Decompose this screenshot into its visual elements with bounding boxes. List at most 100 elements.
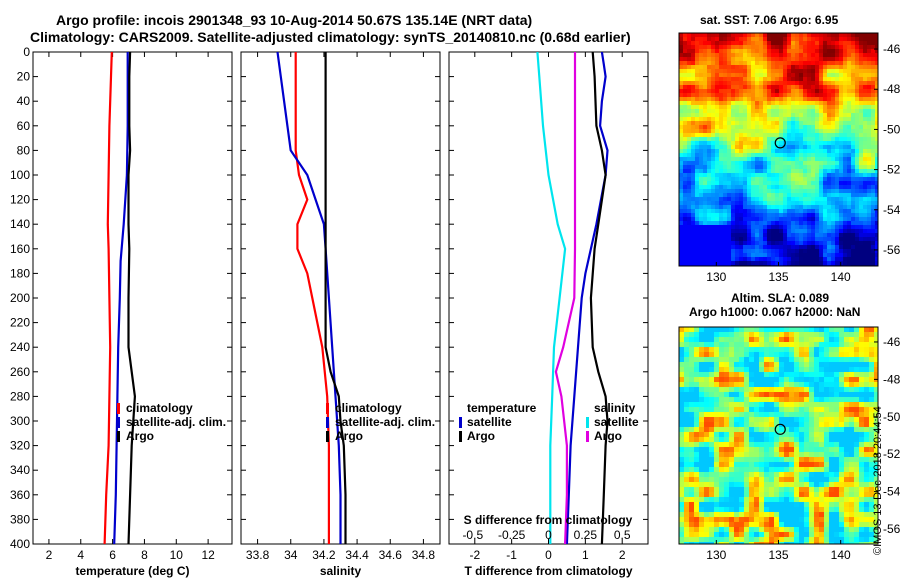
legend-title-temperature: temperature (467, 401, 537, 415)
y-tick-label: -54 (883, 203, 900, 217)
y-tick-label: 140 (10, 217, 30, 231)
sla-map-title-line2: Argo h1000: 0.067 h2000: NaN (689, 305, 861, 319)
x-tick-label: 140 (831, 270, 851, 284)
x-tick-label: 6 (109, 548, 116, 562)
temperature-panel: 0 20 40 60 80 100 120 140 160 180 200 220 240 260 280 3… (10, 45, 233, 578)
x-tick-label: 34.8 (412, 548, 436, 562)
legend-swatch (459, 431, 462, 442)
difference-panel: -2 -1 0 1 2 T difference from climatology temp… (448, 51, 649, 578)
x-axis-label: salinity (320, 564, 362, 578)
series-argo (127, 52, 137, 544)
x-tick-label: 34.6 (379, 548, 403, 562)
y-tick-label: 200 (10, 291, 30, 305)
top-tick-label: 0.25 (574, 528, 598, 542)
x-tick-label: 135 (768, 548, 788, 562)
y-tick-label: 220 (10, 316, 30, 330)
x-tick-label: 12 (201, 548, 215, 562)
y-tick-label: 0 (23, 45, 30, 59)
legend-swatch (117, 403, 120, 414)
y-tick-label: -46 (883, 42, 900, 56)
legend-label: climatology (126, 401, 193, 415)
legend-swatch (326, 403, 329, 414)
y-tick-label: 100 (10, 168, 30, 182)
imos-timestamp: ©IMOS 13-Dec-2018 20:44:54 (872, 406, 884, 555)
series-s-argo (554, 52, 577, 544)
series-satellite-adj-clim- (113, 52, 129, 544)
top-tick-label: 0.5 (614, 528, 631, 542)
argo-location-marker (774, 423, 786, 435)
top-axis-label: S difference from climatology (464, 513, 633, 527)
x-axis-label: T difference from climatology (464, 564, 632, 578)
x-axis-label: temperature (deg C) (75, 564, 189, 578)
y-tick-label: 260 (10, 365, 30, 379)
map-cells (679, 327, 878, 544)
y-tick-label: 60 (17, 119, 31, 133)
y-tick-label: -46 (883, 335, 900, 349)
x-tick-label: 4 (77, 548, 84, 562)
series-s-satellite (536, 52, 567, 544)
y-tick-label: -52 (883, 447, 900, 461)
y-tick-label: -48 (883, 82, 900, 96)
top-tick-label: -0.5 (462, 528, 483, 542)
top-tick-label: 0 (545, 528, 552, 542)
legend-label: Argo (594, 429, 622, 443)
x-tick-label: 10 (170, 548, 184, 562)
legend-swatch (326, 417, 329, 428)
x-tick-label: 33.8 (246, 548, 270, 562)
y-tick-label: 20 (17, 70, 31, 84)
x-tick-label: 135 (768, 270, 788, 284)
y-tick-label: 40 (17, 94, 31, 108)
y-tick-label: -50 (883, 410, 900, 424)
y-tick-label: 160 (10, 242, 30, 256)
legend-swatch (117, 417, 120, 428)
x-tick-label: 34.4 (345, 548, 369, 562)
legend-label: climatology (335, 401, 402, 415)
legend-label: satellite (594, 415, 639, 429)
top-tick-label: -0.25 (498, 528, 526, 542)
series-argo (324, 52, 347, 544)
legend-title-salinity: salinity (594, 401, 636, 415)
x-tick-label: 140 (831, 548, 851, 562)
y-tick-label: -50 (883, 122, 900, 136)
figure-title-line1: Argo profile: incois 2901348_93 10-Aug-2… (56, 12, 533, 28)
y-tick-label: -54 (883, 485, 900, 499)
legend-label: Argo (126, 429, 154, 443)
legend-label: satellite-adj. clim. (126, 415, 226, 429)
x-tick-label: 1 (582, 548, 589, 562)
legend-swatch (326, 431, 329, 442)
x-tick-label: 8 (141, 548, 148, 562)
y-tick-label: -52 (883, 163, 900, 177)
y-tick-label: 280 (10, 389, 30, 403)
y-tick-label: -56 (883, 243, 900, 257)
series-climatology (294, 52, 330, 544)
x-tick-label: -1 (506, 548, 517, 562)
y-tick-label: 340 (10, 463, 30, 477)
y-tick-label: 380 (10, 512, 30, 526)
y-tick-label: 400 (10, 537, 30, 551)
map-cells (679, 33, 878, 266)
y-tick-label: -56 (883, 522, 900, 536)
difference-frame (448, 51, 649, 545)
series-t-argo (589, 52, 609, 544)
salinity-frame (240, 51, 441, 545)
sla-map: 130 135 140 -46 -48 -50 -52 -54 -56 (678, 326, 900, 562)
legend-swatch (459, 417, 462, 428)
y-tick-label: 240 (10, 340, 30, 354)
x-tick-label: 0 (545, 548, 552, 562)
y-tick-label: 120 (10, 193, 30, 207)
figure-title-line2: Climatology: CARS2009. Satellite-adjuste… (30, 29, 631, 45)
legend-swatch (117, 431, 120, 442)
temperature-frame (32, 51, 233, 545)
y-tick-label: 360 (10, 488, 30, 502)
x-tick-label: 130 (706, 548, 726, 562)
legend-swatch (586, 417, 589, 428)
series-t-satellite (565, 52, 609, 544)
legend-label: Argo (335, 429, 363, 443)
x-tick-label: -2 (469, 548, 480, 562)
legend-swatch (586, 431, 589, 442)
y-tick-label: 320 (10, 439, 30, 453)
argo-location-marker (774, 137, 786, 149)
x-tick-label: 34 (284, 548, 298, 562)
y-tick-label: 180 (10, 266, 30, 280)
